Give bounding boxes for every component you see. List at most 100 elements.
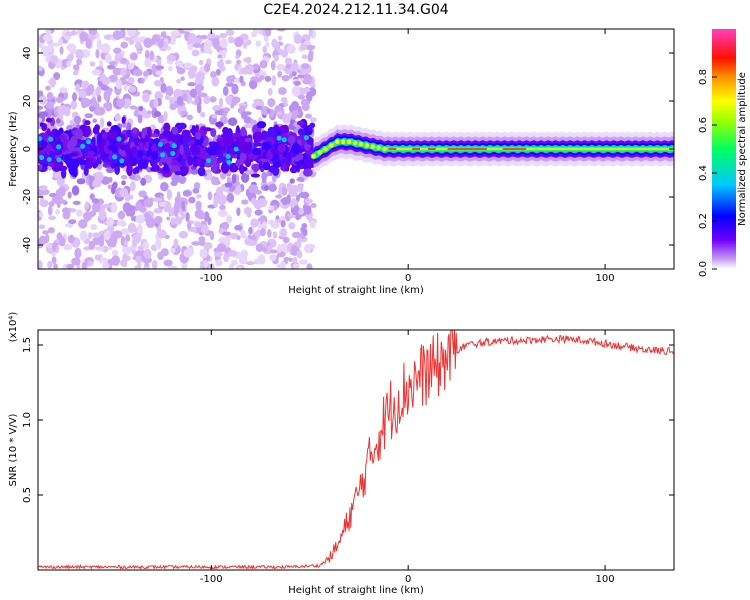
noise-blob	[92, 118, 98, 123]
noise-core-blob	[144, 141, 150, 149]
noise-blob	[176, 78, 182, 84]
noise-core-blob	[190, 145, 201, 154]
noise-blob	[136, 223, 143, 235]
noise-core-blob	[296, 154, 304, 160]
noise-blob	[44, 233, 50, 244]
noise-blob	[254, 209, 263, 216]
noise-blob	[216, 186, 223, 197]
noise-core-blob	[96, 143, 105, 155]
noise-blob	[187, 68, 196, 80]
noise-blob	[225, 82, 235, 87]
signal-node	[375, 144, 382, 151]
noise-blob	[195, 200, 202, 211]
noise-core-blob	[279, 124, 289, 133]
noise-blob	[296, 238, 302, 249]
noise-core-blob	[146, 126, 152, 139]
noise-blob	[182, 29, 193, 32]
noise-blob	[55, 118, 61, 124]
noise-blob	[142, 241, 150, 250]
signal-node	[328, 142, 335, 149]
noise-blob	[226, 75, 234, 84]
noise-blob	[241, 199, 249, 205]
noise-core-blob	[297, 128, 306, 136]
noise-core-blob	[111, 124, 120, 132]
noise-blob	[128, 36, 135, 45]
noise-blob	[281, 203, 289, 209]
y-tick-label: 1.5	[22, 337, 33, 353]
noise-blob	[136, 50, 143, 55]
noise-blob	[234, 36, 244, 48]
noise-blob	[203, 242, 213, 250]
snr-x-label: Height of straight line (km)	[288, 585, 424, 596]
noise-blob	[169, 96, 175, 106]
noise-blob	[234, 224, 243, 231]
noise-blob	[152, 197, 162, 203]
colorbar-tick-label: 0.6	[698, 117, 709, 133]
noise-blob	[175, 90, 184, 96]
spectrogram-y-ticks: -40 -20 0 20 40	[22, 47, 674, 253]
noise-blob	[63, 243, 73, 251]
noise-blob	[261, 171, 268, 181]
noise-core-blob	[200, 154, 209, 160]
noise-blob	[97, 95, 102, 103]
noise-core-blob	[137, 150, 144, 158]
noise-blob	[238, 254, 248, 265]
noise-blob	[304, 113, 312, 119]
noise-blob	[99, 117, 105, 128]
noise-blob	[88, 174, 93, 186]
noise-blob	[242, 41, 248, 49]
signal-node	[310, 153, 317, 160]
noise-blob	[218, 199, 224, 206]
noise-peak	[206, 158, 212, 164]
noise-blob	[103, 230, 111, 241]
noise-blob	[157, 114, 165, 124]
x-tick-label: -100	[200, 273, 223, 284]
noise-blob	[222, 111, 227, 118]
noise-blob	[271, 75, 277, 86]
noise-core-blob	[150, 166, 160, 172]
noise-blob	[133, 69, 143, 77]
noise-blob	[200, 111, 206, 118]
noise-blob	[298, 184, 304, 193]
noise-blob	[296, 250, 303, 259]
noise-blob	[92, 236, 102, 246]
noise-blob	[84, 113, 94, 119]
noise-blob	[79, 31, 89, 42]
colorbar: 0.0 0.2 0.4 0.6 0.8 Normalized spectral ampl…	[698, 29, 748, 277]
noise-blob	[236, 207, 241, 217]
noise-blob	[250, 218, 259, 228]
noise-blob	[90, 224, 98, 231]
noise-blob	[108, 176, 113, 183]
noise-blob	[154, 215, 163, 224]
noise-blob	[129, 105, 137, 110]
noise-blob	[223, 253, 229, 263]
noise-blob	[281, 49, 288, 58]
noise-blob	[38, 224, 46, 230]
noise-blob	[180, 110, 188, 115]
noise-blob	[176, 96, 184, 106]
noise-blob	[104, 53, 112, 63]
noise-blob	[67, 234, 75, 244]
noise-blob	[112, 230, 123, 239]
y-tick-label: 20	[22, 95, 33, 108]
noise-blob	[276, 243, 282, 254]
noise-blob	[243, 206, 252, 216]
noise-core-blob	[240, 126, 247, 137]
noise-blob	[170, 247, 176, 254]
noise-core-blob	[125, 157, 134, 167]
noise-blob	[253, 78, 262, 83]
noise-core-blob	[171, 126, 179, 136]
noise-core-blob	[213, 163, 219, 168]
noise-blob	[166, 189, 173, 201]
colorbar-tick-label: 0.4	[698, 165, 709, 181]
noise-blob	[47, 260, 53, 269]
noise-blob	[225, 29, 235, 36]
noise-blob	[276, 63, 285, 71]
colorbar-tick-label: 0.2	[698, 213, 709, 229]
noise-blob	[231, 83, 239, 95]
noise-blob	[173, 216, 183, 225]
noise-blob	[127, 63, 134, 70]
noise-blob	[212, 105, 222, 112]
x-tick-label: -100	[200, 574, 223, 585]
noise-blob	[192, 188, 200, 194]
